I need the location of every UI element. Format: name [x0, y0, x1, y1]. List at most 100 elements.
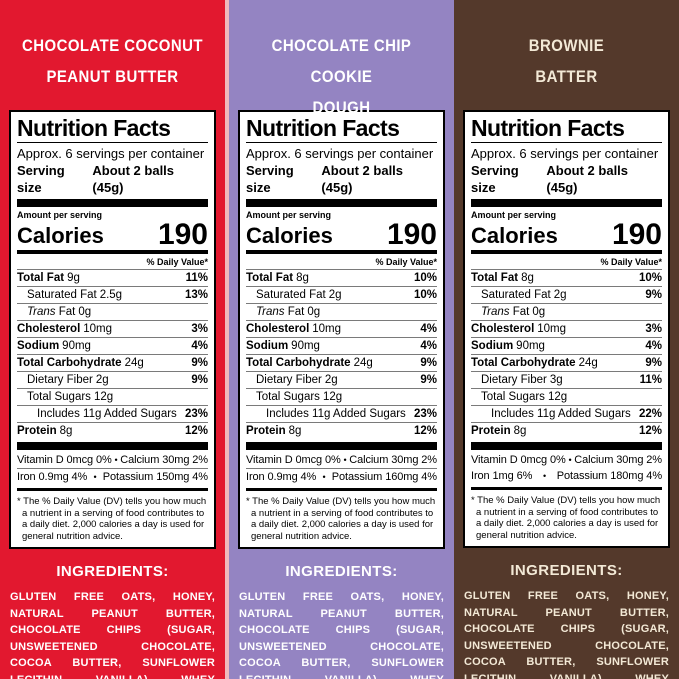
nutrient-name-text: Total Fat — [246, 271, 294, 284]
micronutrient-rows: Vitamin D 0mcg 0% • Calcium 30mg 2% Iron… — [17, 452, 208, 485]
nutrient-name-italic-part: Trans — [27, 305, 59, 318]
nutrient-amount: 2g — [95, 373, 109, 386]
nutrient-name: Trans Fat 0g — [256, 306, 320, 319]
calories-value: 190 — [611, 218, 662, 251]
nutrient-name-text: Total Carbohydrate — [17, 356, 122, 369]
nutrient-amount: 0g — [307, 305, 321, 318]
nutrient-name: Includes 11g Added Sugars — [37, 408, 180, 421]
micronutrient-right: Calcium 30mg 2% — [349, 454, 437, 466]
thick-divider — [471, 199, 662, 207]
nutrient-row: Dietary Fiber 2g 9% — [17, 372, 208, 389]
nutrient-row: Sodium 90mg 4% — [246, 338, 437, 355]
micronutrient-row: Iron 0.9mg 4% • Potassium 150mg 4% — [17, 469, 208, 485]
nutrient-amount: 90mg — [516, 339, 545, 352]
nutrient-amount: 10mg — [537, 322, 567, 335]
nutrient-row: Saturated Fat 2g 10% — [246, 287, 437, 304]
nutrient-name-text: Total Fat — [471, 271, 519, 284]
nutrient-name: Dietary Fiber 2g — [27, 374, 109, 387]
serving-size-label: Serving size — [17, 163, 65, 195]
flavor-title-line2: DOUGH — [312, 98, 371, 117]
servings-per-container: Approx. 6 servings per container — [17, 146, 205, 161]
serving-size-row: Serving size About 2 balls (45g) — [246, 162, 437, 196]
calories-label: Calories — [471, 223, 558, 248]
nutrient-name: Sodium 90mg — [471, 340, 545, 353]
serving-size-label: Serving size — [246, 163, 294, 195]
nutrient-name-text: Saturated Fat — [481, 288, 551, 301]
nutrient-name: Saturated Fat 2g — [481, 289, 566, 302]
nutrient-name-text: Saturated Fat — [256, 288, 326, 301]
nutrient-name: Dietary Fiber 2g — [256, 374, 338, 387]
nutrient-name: Total Sugars 12g — [27, 391, 113, 404]
nutrient-row: Cholesterol 10mg 4% — [246, 321, 437, 338]
nutrient-daily-value: 13% — [184, 288, 208, 301]
servings-per-container: Approx. 6 servings per container — [246, 146, 434, 161]
ingredients-text: GLUTEN FREE OATS, HONEY, NATURAL PEANUT … — [239, 591, 444, 679]
micronutrient-rows: Vitamin D 0mcg 0% • Calcium 30mg 2% Iron… — [246, 452, 437, 485]
medium-divider — [17, 488, 208, 491]
flavor-title-line1: CHOCOLATE COCONUT — [22, 36, 203, 55]
thick-divider — [17, 442, 208, 450]
nutrient-row: Includes 11g Added Sugars 23% — [246, 406, 437, 423]
nutrient-amount: 8g — [521, 271, 534, 284]
nutrient-amount: 10mg — [83, 322, 113, 335]
ingredients-title: INGREDIENTS: — [56, 563, 169, 580]
serving-size-value: About 2 balls (45g) — [546, 163, 629, 195]
nutrient-amount: 2.5g — [99, 288, 123, 301]
nutrient-name: Includes 11g Added Sugars — [491, 408, 634, 421]
nutrient-row: Total Fat 9g 11% — [17, 270, 208, 287]
nutrition-facts-label: Nutrition Facts Approx. 6 servings per c… — [463, 110, 670, 548]
nutrient-amount: 24g — [578, 356, 598, 369]
nutrient-name: Dietary Fiber 3g — [481, 374, 563, 387]
nutrient-daily-value: 12% — [638, 424, 662, 437]
nutrient-row: Dietary Fiber 3g 11% — [471, 372, 662, 389]
nutrient-amount: 90mg — [291, 339, 320, 352]
nutrient-name-text: Cholesterol — [471, 322, 535, 335]
nutrient-daily-value: 9% — [645, 356, 662, 369]
nutrient-name: Total Carbohydrate 24g — [471, 357, 598, 370]
nutrient-name-text: Total Sugars — [27, 390, 91, 403]
thick-divider — [17, 199, 208, 207]
micronutrient-row: Vitamin D 0mcg 0% • Calcium 30mg 2% — [17, 452, 208, 469]
nutrient-name: Sodium 90mg — [17, 340, 91, 353]
daily-value-header: % Daily Value* — [17, 256, 208, 270]
nutrient-daily-value: 4% — [645, 339, 662, 352]
nutrient-amount: 24g — [353, 356, 373, 369]
nutrient-daily-value: 3% — [645, 322, 662, 335]
bullet-separator-icon: • — [93, 472, 97, 482]
nutrient-name-text: Fat — [287, 305, 305, 318]
nutrient-amount: 0g — [532, 305, 546, 318]
nutrient-row: Total Sugars 12g — [471, 389, 662, 406]
nutrient-name-text: Total Sugars — [481, 390, 545, 403]
bullet-separator-icon: • — [322, 472, 326, 482]
calories-row: Calories 190 — [471, 218, 662, 251]
micronutrient-right: Potassium 160mg 4% — [331, 471, 437, 483]
nutrient-daily-value: 23% — [184, 407, 208, 420]
nutrient-daily-value: 9% — [420, 356, 437, 369]
micronutrient-right: Calcium 30mg 2% — [120, 454, 208, 466]
nutrient-name: Protein 8g — [246, 425, 301, 438]
ingredients-title: INGREDIENTS: — [285, 563, 398, 580]
flavor-title: CHOCOLATE CHIP COOKIE DOUGH — [243, 0, 441, 117]
calories-label: Calories — [246, 223, 333, 248]
nutrient-name-text: Includes 11g Added Sugars — [37, 407, 177, 420]
medium-divider — [17, 250, 208, 254]
nutrient-name-text: Total Fat — [17, 271, 65, 284]
nutrient-row: Total Fat 8g 10% — [471, 270, 662, 287]
micronutrient-left: Iron 0.9mg 4% — [17, 471, 88, 483]
nutrient-row: Sodium 90mg 4% — [17, 338, 208, 355]
nutrient-amount: 90mg — [62, 339, 91, 352]
micronutrient-right: Potassium 150mg 4% — [102, 471, 208, 483]
ingredients-text: GLUTEN FREE OATS, HONEY, NATURAL PEANUT … — [10, 591, 215, 679]
micronutrient-row: Vitamin D 0mcg 0% • Calcium 30mg 2% — [471, 452, 662, 468]
nutrition-facts-label: Nutrition Facts Approx. 6 servings per c… — [9, 110, 216, 549]
nutrient-row: Includes 11g Added Sugars 22% — [471, 406, 662, 423]
nutrient-daily-value: 11% — [185, 271, 208, 284]
amount-per-serving-label: Amount per serving — [17, 210, 103, 220]
thick-divider — [246, 442, 437, 450]
nutrient-row: Sodium 90mg 4% — [471, 338, 662, 355]
nutrient-name: Trans Fat 0g — [481, 306, 545, 319]
flavor-title-line1: CHOCOLATE CHIP COOKIE — [271, 36, 412, 86]
nutrient-name: Includes 11g Added Sugars — [266, 408, 409, 421]
nutrient-name-text: Dietary Fiber — [256, 373, 322, 386]
